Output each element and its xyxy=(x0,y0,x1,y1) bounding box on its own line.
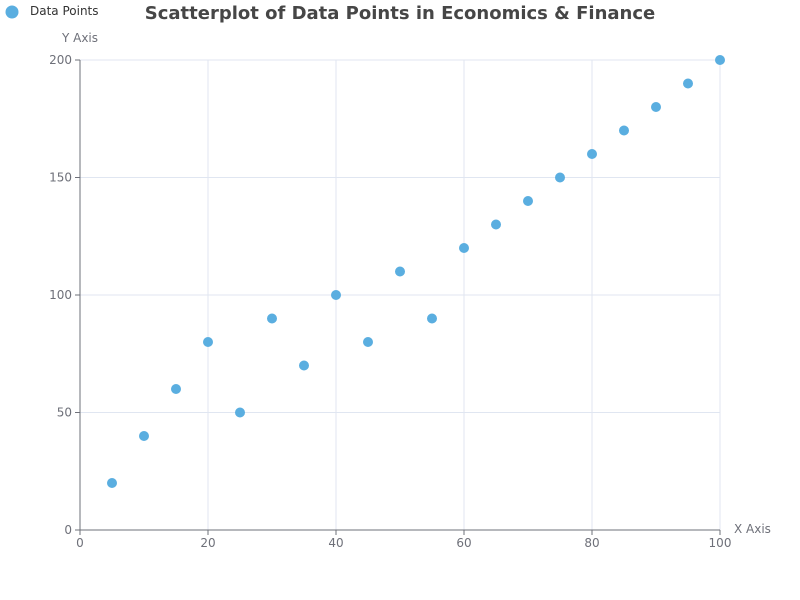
data-point xyxy=(715,55,725,65)
y-tick-label: 100 xyxy=(49,288,72,302)
data-point xyxy=(139,431,149,441)
data-point xyxy=(235,407,245,418)
data-point xyxy=(491,219,501,230)
legend[interactable]: Data Points xyxy=(5,4,99,19)
legend-marker-icon xyxy=(5,5,19,19)
data-point xyxy=(683,78,693,89)
axes xyxy=(75,59,721,535)
x-tick-label: 100 xyxy=(709,536,732,550)
data-point xyxy=(171,384,181,394)
y-tick-label: 0 xyxy=(64,523,72,537)
x-tick-label: 60 xyxy=(456,536,471,550)
data-point xyxy=(459,243,469,253)
chart-title: Scatterplot of Data Points in Economics … xyxy=(145,3,656,24)
data-point xyxy=(299,360,309,371)
data-point xyxy=(363,337,373,347)
data-point xyxy=(267,313,277,324)
data-point xyxy=(427,313,437,324)
data-point xyxy=(651,102,661,112)
x-axis-label: X Axis xyxy=(734,522,771,536)
y-tick-label: 50 xyxy=(57,406,72,420)
data-point xyxy=(555,172,565,183)
x-tick-label: 40 xyxy=(328,536,343,550)
data-point xyxy=(203,337,213,347)
data-point xyxy=(587,149,597,159)
data-point xyxy=(107,478,117,488)
x-tick-label: 20 xyxy=(200,536,215,550)
data-point xyxy=(619,125,629,136)
tick-labels: 0 50 100 150 200 0 20 40 60 80 100 xyxy=(49,53,731,550)
y-axis-label: Y Axis xyxy=(61,31,98,45)
x-tick-label: 80 xyxy=(584,536,599,550)
y-tick-label: 200 xyxy=(49,53,72,67)
data-points xyxy=(107,55,725,488)
y-tick-label: 150 xyxy=(49,171,72,185)
data-point xyxy=(331,290,341,300)
data-point xyxy=(395,266,405,277)
legend-label: Data Points xyxy=(30,4,99,18)
x-tick-label: 0 xyxy=(76,536,84,550)
data-point xyxy=(523,196,533,206)
